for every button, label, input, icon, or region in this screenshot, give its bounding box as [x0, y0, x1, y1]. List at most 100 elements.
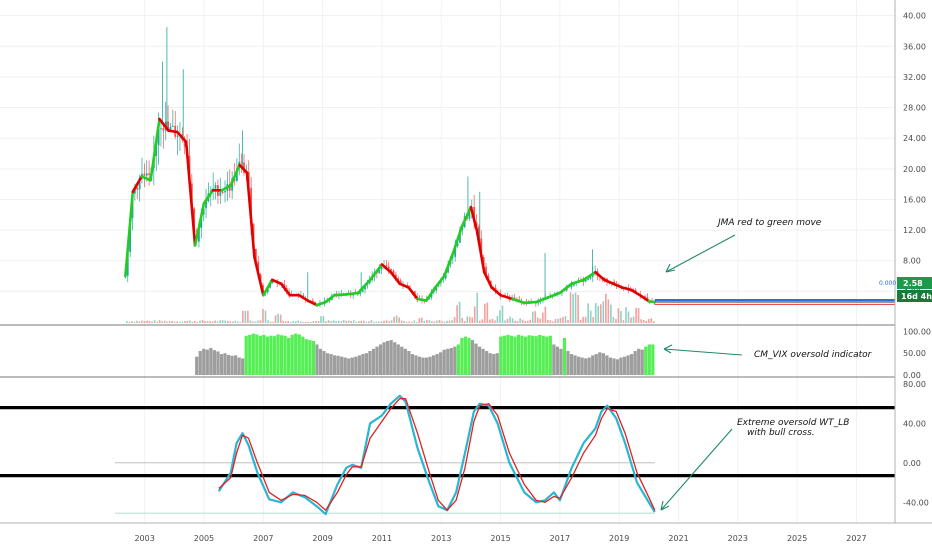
volume-bar: [320, 316, 322, 323]
vix-bar: [233, 355, 238, 375]
volume-bar: [330, 321, 332, 323]
candle-body: [167, 121, 169, 130]
last-price-badge: 2.58: [897, 277, 932, 289]
jma-segment: [270, 278, 283, 286]
candle-body: [138, 178, 141, 190]
vix-bar: [640, 349, 644, 375]
candle-body: [513, 297, 516, 300]
volume-bar: [242, 310, 244, 323]
vix-bar: [343, 357, 347, 375]
volume-bar: [647, 319, 650, 323]
volume-bar: [221, 320, 224, 323]
volume-bar: [615, 319, 617, 323]
volume-bar: [370, 320, 373, 323]
volume-bar: [642, 320, 645, 323]
volume-bar: [138, 321, 141, 323]
vix-bar: [470, 340, 475, 375]
jma-segment: [229, 163, 241, 187]
vix-bar: [393, 342, 397, 375]
time-axis[interactable]: 2003 2005 2007 2009 2011 2013 2015 2017 2019 2021…: [134, 534, 866, 543]
volume-bar: [393, 316, 395, 323]
jma-segment: [220, 184, 232, 192]
wt-tick-label: -40.00: [903, 498, 929, 507]
jma-segment: [582, 270, 597, 282]
vix-axis[interactable]: 100.00 50.00 0.00: [903, 327, 931, 380]
volume-bar: [231, 321, 234, 323]
vix-bar: [364, 353, 369, 375]
small-tag: 0.000: [879, 280, 896, 287]
volume-bar: [131, 321, 133, 323]
vix-bar: [633, 351, 637, 375]
vix-bar: [506, 334, 510, 375]
jma-segment: [333, 293, 348, 297]
volume-bar: [277, 313, 279, 323]
volume-bar: [594, 303, 597, 323]
wt-axis[interactable]: 80.00 40.00 0.00 -40.00: [903, 380, 929, 507]
volume-bar: [415, 321, 418, 323]
time-tick-label: 2009: [312, 534, 332, 543]
time-tick-label: 2005: [194, 534, 214, 543]
vix-bar: [219, 354, 224, 375]
volume-bar: [635, 307, 637, 323]
vix-bar: [446, 348, 450, 375]
vix-bar: [209, 347, 213, 375]
volume-bar: [126, 321, 128, 323]
jma-segment: [490, 286, 502, 297]
volume-bar: [605, 293, 607, 323]
vix-bar: [287, 337, 291, 375]
candle-body: [394, 274, 397, 279]
volume-bar: [312, 321, 315, 323]
vix-bar: [223, 353, 227, 375]
candle-body: [385, 265, 388, 267]
time-tick-label: 2017: [550, 534, 570, 543]
vix-bar: [237, 357, 241, 375]
volume-bar: [307, 321, 310, 323]
jma-segment: [306, 299, 318, 307]
candle-body: [387, 266, 390, 269]
jma-segment: [482, 270, 493, 289]
time-tick-label: 2015: [490, 534, 510, 543]
vix-bar: [371, 348, 376, 375]
candle-body: [162, 128, 165, 131]
vix-bar: [534, 336, 538, 375]
jma-segment: [647, 300, 657, 304]
volume-bar: [363, 320, 365, 323]
volume-bar: [247, 310, 249, 323]
volume-bar: [521, 319, 524, 323]
volume-bar: [310, 321, 312, 323]
candle-body: [468, 212, 471, 219]
vix-bar: [626, 355, 630, 375]
vix-bar: [495, 353, 499, 375]
candle-body: [221, 192, 224, 193]
volume-bar: [325, 321, 327, 323]
time-tick-label: 2025: [787, 534, 807, 543]
candle-body: [136, 187, 139, 190]
candle-body: [169, 126, 172, 130]
candle-body: [214, 185, 217, 189]
volume-bar: [148, 320, 151, 323]
vix-bar: [442, 349, 446, 375]
volume-bar: [509, 316, 511, 323]
vix-bar: [241, 358, 245, 375]
vix-bar: [311, 340, 316, 375]
vix-bar: [605, 355, 609, 375]
vix-bar: [644, 346, 648, 375]
volume-bar: [166, 321, 168, 323]
last-price-text: 2.58: [903, 279, 923, 288]
vix-bar: [587, 357, 591, 375]
vix-bar: [329, 354, 333, 375]
volume-bar: [168, 321, 171, 323]
volume-bar: [327, 320, 330, 323]
volume-bar: [398, 317, 400, 323]
vix-bar: [608, 357, 613, 375]
volume-bar: [499, 310, 501, 323]
jma-segment: [315, 300, 327, 307]
price-tick-label: 28.00: [903, 104, 926, 113]
candle-body: [148, 173, 151, 175]
vix-bar: [584, 358, 588, 375]
volume-bar: [153, 320, 156, 323]
vix-bar: [347, 358, 351, 375]
vix-bar: [258, 335, 262, 375]
volume-bar: [491, 318, 494, 323]
volume-bar: [206, 321, 209, 323]
